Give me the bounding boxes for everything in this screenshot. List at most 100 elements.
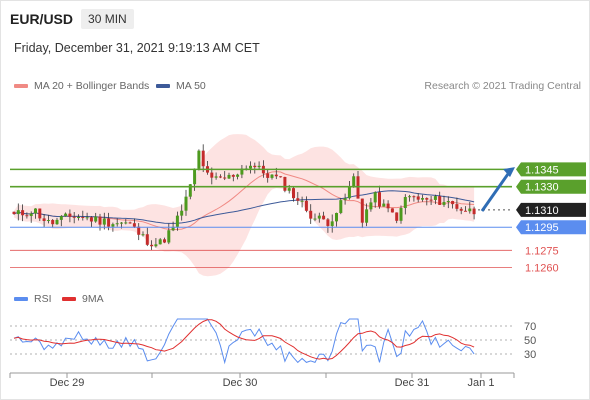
candle-body [433, 196, 437, 200]
candle-body [51, 220, 55, 225]
candle-body [395, 212, 399, 221]
rsi-label: RSI [34, 293, 52, 305]
pair-title: EUR/USD [10, 11, 74, 27]
level-label-1.1330: 1.1330 [525, 182, 559, 194]
candle-body [283, 176, 287, 191]
candle-body [141, 234, 145, 236]
candle-body [296, 198, 300, 201]
candle-body [421, 198, 424, 200]
candle-body [163, 239, 166, 243]
timeframe-badge[interactable]: 30 MIN [81, 9, 134, 29]
candle-body [403, 197, 407, 209]
candle-body [128, 222, 132, 224]
candle-body [373, 192, 377, 203]
candle-body [464, 210, 467, 212]
candle-body [68, 213, 72, 217]
candle-body [12, 211, 16, 215]
candle-body [188, 184, 192, 197]
level-label-1.1275: 1.1275 [525, 245, 559, 257]
level-label-1.1295: 1.1295 [525, 222, 559, 234]
legend-ma20: MA 20 + Bollinger Bands [14, 80, 149, 92]
candle-body [150, 244, 154, 247]
ma50-label: MA 50 [176, 80, 206, 92]
candle-body [455, 204, 459, 209]
candle-body [34, 208, 37, 214]
candle-body [180, 210, 184, 216]
rsi-tick-30: 30 [524, 349, 536, 361]
9ma-label: 9MA [82, 293, 104, 305]
credit-text: Research © 2021 Trading Central [424, 80, 581, 92]
candle-body [77, 216, 80, 218]
ma50-line [13, 190, 475, 224]
forecast-arrow-shaft [480, 173, 510, 212]
candle-body [227, 174, 231, 179]
candle-body [25, 215, 29, 217]
candle-body [16, 210, 20, 215]
candle-body [335, 212, 338, 222]
candle-body [137, 226, 141, 235]
chart-datetime: Friday, December 31, 2021 9:19:13 AM CET [14, 41, 260, 55]
candle-body [390, 208, 394, 213]
time-tick-label: Dec 30 [223, 377, 258, 389]
candle-body [218, 176, 222, 178]
candle-body [98, 216, 102, 225]
chart-header: EUR/USD 30 MIN [10, 8, 134, 30]
candle-body [197, 150, 201, 169]
candle-body [292, 188, 295, 199]
candle-body [240, 168, 244, 175]
price-levels: 1.1345 1.1330 1.1310 1.1295 1.1275 1.1260 [10, 162, 586, 275]
candle-body [38, 208, 42, 219]
candle-body [193, 168, 197, 185]
ma20-label: MA 20 + Bollinger Bands [34, 80, 150, 92]
candle-body [287, 188, 291, 191]
candle-body [313, 218, 317, 220]
candle-body [46, 220, 50, 222]
candle-body [352, 176, 356, 187]
candle-body [201, 150, 205, 167]
candle-body [120, 222, 123, 224]
candle-body [89, 217, 93, 222]
candle-body [115, 223, 119, 225]
time-tick-label: Jan 1 [468, 377, 495, 389]
rsi-line [13, 318, 475, 365]
candle-body [446, 201, 450, 203]
candle-body [59, 216, 63, 220]
candle-body [378, 192, 381, 207]
candle-body [167, 230, 171, 243]
candle-body [412, 196, 416, 198]
candle-body [347, 186, 351, 199]
time-tick-label: Dec 31 [395, 377, 430, 389]
candle-body [270, 174, 274, 178]
candle-body [343, 198, 347, 201]
candle-body [459, 208, 463, 211]
candle-body [326, 219, 330, 226]
candle-body [85, 217, 89, 219]
candle-body [175, 215, 179, 227]
candle-body [81, 216, 85, 218]
level-label-1.1260: 1.1260 [525, 263, 559, 275]
candle-body [279, 176, 283, 178]
level-tag-1.1295 [516, 220, 586, 235]
candle-body [29, 213, 33, 217]
candle-body [382, 203, 386, 207]
candle-body [429, 199, 433, 201]
level-tag-1.1330 [516, 179, 586, 194]
candle-body [266, 173, 270, 178]
candle-body [274, 174, 278, 177]
candle-body [184, 196, 188, 211]
candle-body [300, 200, 304, 202]
candle-body [253, 165, 257, 168]
candle-body [468, 208, 472, 212]
candles [12, 144, 476, 251]
moving-averages [13, 171, 475, 231]
candle-body [94, 216, 98, 222]
candle-body [451, 201, 455, 205]
candle-body [158, 239, 162, 245]
time-axis: Dec 29 Dec 30 Dec 31 Jan 1 [9, 372, 515, 389]
candle-body [236, 174, 240, 177]
candle-body [416, 196, 420, 200]
candle-body [21, 210, 25, 216]
candle-body [309, 210, 313, 219]
level-tag-1.1345 [516, 162, 586, 177]
forecast-arrow-head [503, 167, 515, 178]
